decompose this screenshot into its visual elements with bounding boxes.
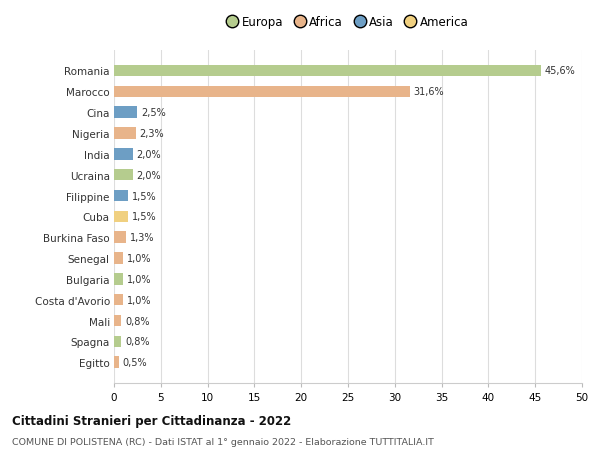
Bar <box>114 211 128 223</box>
Text: Cittadini Stranieri per Cittadinanza - 2022: Cittadini Stranieri per Cittadinanza - 2… <box>12 414 291 428</box>
Text: 2,0%: 2,0% <box>136 170 161 180</box>
Bar <box>114 107 137 118</box>
Bar <box>114 336 121 347</box>
Legend: Europa, Africa, Asia, America: Europa, Africa, Asia, America <box>227 17 469 29</box>
Text: 45,6%: 45,6% <box>545 67 575 76</box>
Bar <box>114 294 124 306</box>
Text: 0,8%: 0,8% <box>125 336 150 347</box>
Bar <box>114 253 124 264</box>
Text: 1,0%: 1,0% <box>127 274 152 284</box>
Bar <box>114 86 410 98</box>
Bar <box>114 232 126 243</box>
Text: 1,0%: 1,0% <box>127 295 152 305</box>
Text: 1,3%: 1,3% <box>130 233 154 243</box>
Text: 31,6%: 31,6% <box>413 87 444 97</box>
Text: 0,5%: 0,5% <box>122 358 147 367</box>
Text: 2,3%: 2,3% <box>139 129 164 139</box>
Bar <box>114 315 121 326</box>
Bar <box>114 149 133 160</box>
Bar <box>114 169 133 181</box>
Text: 1,5%: 1,5% <box>132 191 157 201</box>
Text: 0,8%: 0,8% <box>125 316 150 326</box>
Bar <box>114 66 541 77</box>
Text: COMUNE DI POLISTENA (RC) - Dati ISTAT al 1° gennaio 2022 - Elaborazione TUTTITAL: COMUNE DI POLISTENA (RC) - Dati ISTAT al… <box>12 437 434 446</box>
Text: 2,0%: 2,0% <box>136 150 161 159</box>
Bar <box>114 357 119 368</box>
Bar <box>114 190 128 202</box>
Bar <box>114 274 124 285</box>
Text: 2,5%: 2,5% <box>141 108 166 118</box>
Bar <box>114 128 136 140</box>
Text: 1,5%: 1,5% <box>132 212 157 222</box>
Text: 1,0%: 1,0% <box>127 253 152 263</box>
